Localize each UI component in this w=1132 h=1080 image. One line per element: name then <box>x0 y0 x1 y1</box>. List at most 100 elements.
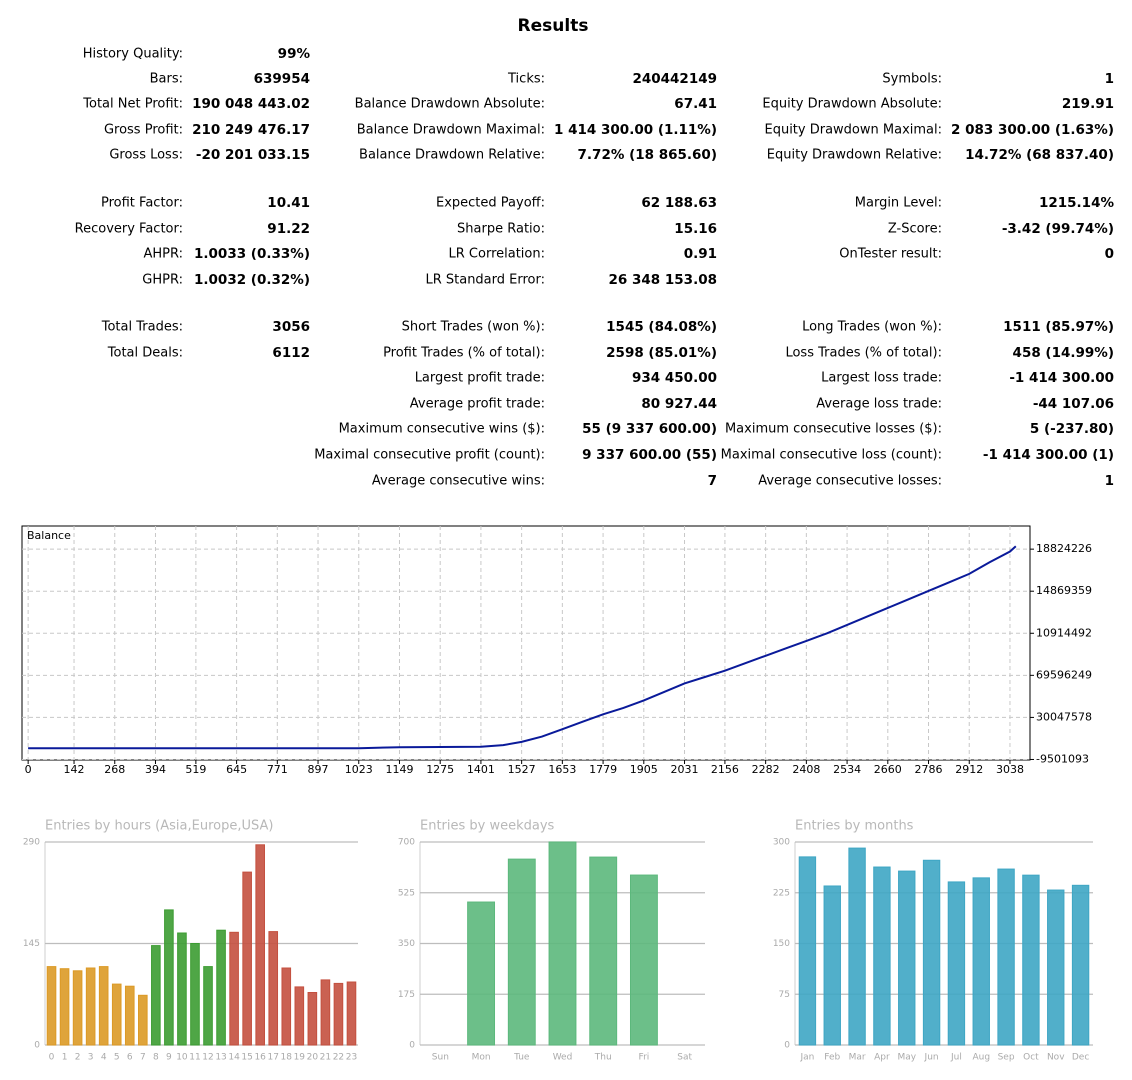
stat-value: 210 249 476.17 <box>192 122 310 138</box>
chart-title: Entries by months <box>795 819 914 834</box>
stat-label: Bars: <box>150 72 183 87</box>
stat-label: Maximum consecutive losses ($): <box>725 422 942 437</box>
stat-value: 62 188.63 <box>641 195 717 211</box>
x-tick-label: 0 <box>49 1053 55 1063</box>
y-tick-label: 14869359 <box>1036 584 1092 597</box>
x-tick-label: 20 <box>307 1053 319 1063</box>
stat-value: 0.91 <box>684 246 717 262</box>
stat-label: OnTester result: <box>839 247 942 262</box>
x-tick-label: Sat <box>677 1053 692 1063</box>
x-tick-label: 23 <box>346 1053 357 1063</box>
y-tick-label: 75 <box>779 990 790 1000</box>
bar <box>190 943 200 1046</box>
x-tick-label: 3038 <box>996 763 1024 776</box>
bar <box>138 994 148 1046</box>
stat-label: Maximal consecutive loss (count): <box>721 448 942 463</box>
bar <box>922 859 941 1046</box>
x-tick-label: 1275 <box>426 763 454 776</box>
y-tick-label: 150 <box>773 939 790 949</box>
x-tick-label: 2 <box>75 1053 81 1063</box>
y-tick-label: 290 <box>23 838 40 848</box>
stat-value: -20 201 033.15 <box>196 147 310 163</box>
bar <box>798 856 817 1046</box>
bar <box>1022 874 1040 1046</box>
bar <box>1047 889 1065 1046</box>
y-tick-label: 350 <box>398 939 415 949</box>
stat-label: Ticks: <box>507 72 545 87</box>
x-tick-label: 2031 <box>671 763 699 776</box>
x-tick-label: 2534 <box>833 763 861 776</box>
stat-label: Average consecutive losses: <box>758 474 942 489</box>
chart-title: Entries by weekdays <box>420 819 555 834</box>
stat-label: Average profit trade: <box>410 397 545 412</box>
x-tick-label: 11 <box>189 1053 200 1063</box>
bar <box>203 966 213 1046</box>
stat-value: 67.41 <box>674 96 717 112</box>
x-tick-label: 1527 <box>508 763 536 776</box>
x-tick-label: 2282 <box>752 763 780 776</box>
x-tick-label: 1 <box>62 1053 68 1063</box>
stat-label: Symbols: <box>882 72 942 87</box>
bar <box>98 966 109 1046</box>
x-tick-label: 3 <box>88 1053 94 1063</box>
stat-label: Long Trades (won %): <box>802 320 942 335</box>
stat-value: -44 107.06 <box>1033 396 1114 412</box>
x-tick-label: Oct <box>1023 1053 1039 1063</box>
x-tick-label: 268 <box>104 763 125 776</box>
bar <box>972 877 990 1046</box>
stat-label: Margin Level: <box>855 196 942 211</box>
x-tick-label: 2408 <box>792 763 820 776</box>
x-tick-label: Thu <box>594 1053 612 1063</box>
chart-title: Entries by hours (Asia,Europe,USA) <box>45 819 273 834</box>
stat-value: 1 414 300.00 (1.11%) <box>554 122 717 138</box>
x-tick-label: Wed <box>553 1053 573 1063</box>
stat-value: 1215.14% <box>1039 195 1114 211</box>
stat-label: Short Trades (won %): <box>402 320 545 335</box>
stat-value: 1 <box>1105 473 1114 489</box>
y-tick-label: 18824226 <box>1036 542 1092 555</box>
x-tick-label: Jul <box>950 1053 962 1063</box>
x-tick-label: 19 <box>294 1053 306 1063</box>
stat-label: Largest loss trade: <box>821 371 942 386</box>
x-tick-label: 9 <box>166 1053 172 1063</box>
bar <box>507 858 536 1046</box>
stat-label: Total Deals: <box>107 346 183 361</box>
x-tick-label: Mon <box>472 1053 491 1063</box>
x-tick-label: 1149 <box>385 763 413 776</box>
stat-value: 1511 (85.97%) <box>1003 319 1114 335</box>
x-tick-label: 1023 <box>345 763 373 776</box>
bar <box>229 931 239 1046</box>
x-tick-label: 18 <box>281 1053 293 1063</box>
bar <box>46 966 57 1046</box>
bar <box>823 885 841 1046</box>
y-tick-label: -9501093 <box>1036 752 1089 765</box>
x-tick-label: 519 <box>185 763 206 776</box>
x-tick-label: 6 <box>127 1053 133 1063</box>
stat-value: 2 083 300.00 (1.63%) <box>951 122 1114 138</box>
y-tick-label: 700 <box>398 838 415 848</box>
x-tick-label: 1779 <box>589 763 617 776</box>
stat-value: 15.16 <box>674 221 717 237</box>
stat-label: Average consecutive wins: <box>372 474 545 489</box>
stat-value: 9 337 600.00 (55) <box>582 447 717 463</box>
x-tick-label: Sep <box>998 1053 1015 1063</box>
bar <box>1071 884 1090 1046</box>
bar <box>216 929 226 1046</box>
bar <box>111 983 122 1046</box>
stat-label: Expected Payoff: <box>436 196 545 211</box>
x-tick-label: 21 <box>320 1053 331 1063</box>
y-tick-label: 300 <box>773 838 790 848</box>
stat-label: Average loss trade: <box>816 397 942 412</box>
stat-value: 190 048 443.02 <box>192 96 310 112</box>
y-tick-label: 145 <box>23 939 40 949</box>
plot-frame <box>21 525 1031 761</box>
bar <box>242 871 252 1046</box>
balance-line <box>28 545 1017 750</box>
y-tick-label: 225 <box>773 888 790 898</box>
stat-label: AHPR: <box>143 247 183 262</box>
bar <box>997 868 1015 1046</box>
chart-title: Balance <box>27 529 71 542</box>
x-tick-label: Aug <box>972 1053 990 1063</box>
stat-value: 934 450.00 <box>632 370 717 386</box>
stat-value: 14.72% (68 837.40) <box>965 147 1114 163</box>
